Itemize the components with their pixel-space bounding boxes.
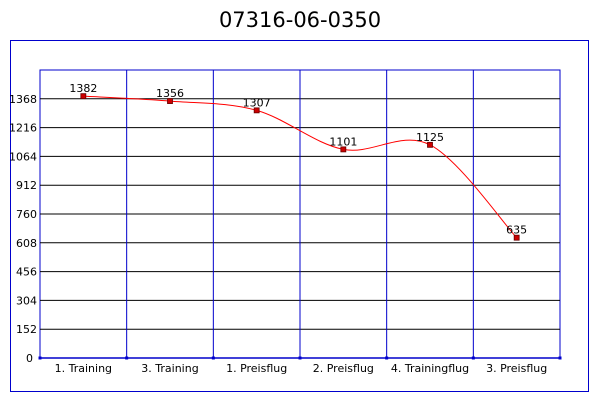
x-axis-tick [211,356,215,360]
y-tick-label: 1064 [9,150,37,163]
data-point [167,98,173,104]
data-label: 1101 [329,135,357,148]
y-tick-label: 152 [16,323,37,336]
data-label: 1307 [243,96,271,109]
data-point [513,234,520,241]
x-tick-label: 4. Trainingflug [391,362,469,375]
data-point [427,141,433,148]
y-tick-label: 0 [26,352,33,365]
x-tick-label: 2. Preisflug [313,362,374,375]
data-label: 635 [506,224,527,237]
data-label: 1356 [156,87,184,100]
x-axis-tick [298,356,302,360]
x-tick-label: 1. Preisflug [226,362,287,375]
x-axis-tick [471,356,475,360]
data-point [253,107,260,114]
data-point [80,93,87,100]
data-label: 1125 [416,131,444,144]
x-axis-tick [558,356,562,360]
y-tick-label: 1216 [9,122,37,135]
y-tick-label: 1368 [9,93,37,106]
y-tick-label: 760 [16,208,37,221]
x-axis-tick [38,356,42,360]
y-tick-label: 608 [16,237,37,250]
data-point [340,146,347,153]
x-tick-label: 3. Preisflug [486,362,547,375]
x-tick-label: 3. Training [141,362,198,375]
y-tick-label: 304 [16,294,37,307]
chart-title: 07316-06-0350 [218,8,382,32]
y-tick-label: 456 [16,266,37,279]
series-line [83,95,518,239]
data-label: 1382 [69,82,97,95]
x-tick-label: 1. Training [55,362,112,375]
x-axis-tick [125,356,129,360]
chart-frame [10,40,589,392]
y-tick-label: 912 [16,179,37,192]
x-axis-tick [385,356,389,360]
